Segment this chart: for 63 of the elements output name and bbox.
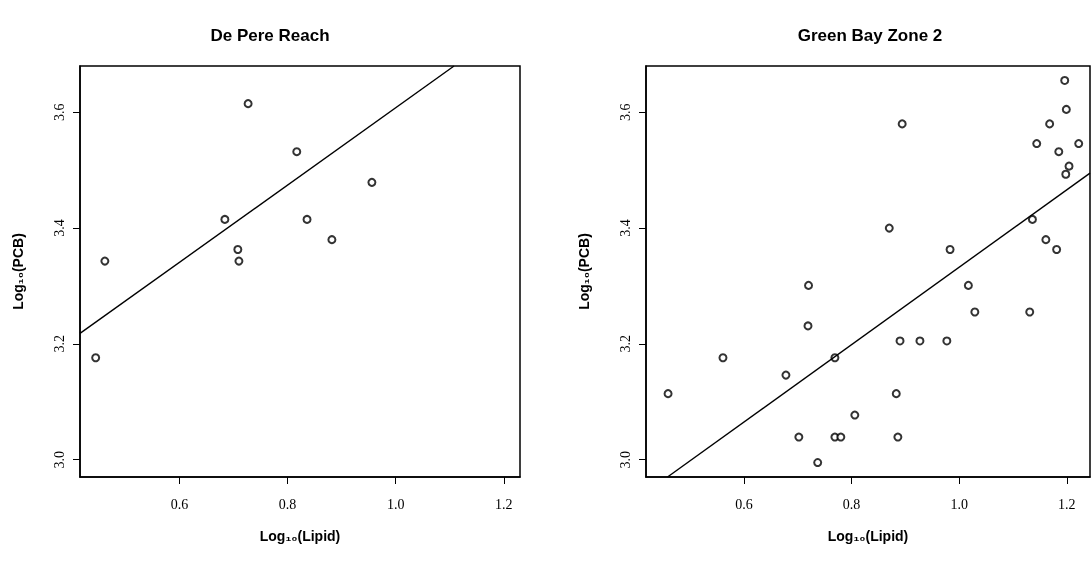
point bbox=[891, 389, 901, 399]
point bbox=[1060, 75, 1070, 85]
point bbox=[942, 336, 952, 346]
point bbox=[292, 147, 302, 157]
chart-title: De Pere Reach bbox=[210, 26, 330, 45]
y-tick-label: 3.6 bbox=[51, 103, 67, 122]
point bbox=[915, 336, 925, 346]
y-tick-label: 3.2 bbox=[617, 335, 633, 353]
y-tick-label: 3.2 bbox=[51, 335, 67, 353]
point bbox=[895, 336, 905, 346]
x-axis-title: Log₁₀(Lipid) bbox=[259, 528, 341, 544]
point bbox=[302, 214, 312, 224]
y-tick-label: 3.6 bbox=[617, 103, 633, 122]
point bbox=[1054, 147, 1064, 157]
point bbox=[804, 280, 814, 290]
y-tick-label: 3.0 bbox=[617, 450, 633, 469]
point bbox=[91, 353, 101, 363]
x-tick-label: 0.6 bbox=[735, 496, 753, 512]
point bbox=[1025, 307, 1035, 317]
point bbox=[1041, 235, 1051, 245]
point bbox=[1027, 214, 1037, 224]
point bbox=[220, 214, 230, 224]
point bbox=[893, 432, 903, 442]
point bbox=[100, 256, 110, 266]
y-axis-title: Log₁₀(PCB) bbox=[576, 233, 592, 310]
point bbox=[1061, 169, 1071, 179]
x-tick-label: 1.0 bbox=[950, 496, 968, 512]
point bbox=[663, 389, 673, 399]
point bbox=[884, 223, 894, 233]
point bbox=[243, 99, 253, 109]
point bbox=[1045, 119, 1055, 129]
point bbox=[850, 410, 860, 420]
point bbox=[234, 256, 244, 266]
point bbox=[803, 321, 813, 331]
point bbox=[327, 235, 337, 245]
point bbox=[970, 307, 980, 317]
x-tick-label: 1.2 bbox=[1058, 496, 1076, 512]
point bbox=[367, 177, 377, 187]
point bbox=[836, 432, 846, 442]
x-tick-label: 1.2 bbox=[495, 496, 513, 512]
y-tick-label: 3.0 bbox=[51, 450, 67, 469]
point bbox=[963, 280, 973, 290]
point bbox=[233, 245, 243, 254]
point bbox=[813, 458, 823, 468]
chart-title: Green Bay Zone 2 bbox=[797, 26, 943, 45]
point bbox=[794, 432, 804, 442]
y-tick-label: 3.4 bbox=[51, 219, 67, 237]
x-tick-label: 0.6 bbox=[170, 496, 189, 512]
point bbox=[1061, 104, 1071, 114]
x-tick-label: 0.8 bbox=[842, 496, 861, 512]
x-axis-title: Log₁₀(Lipid) bbox=[827, 528, 909, 544]
point bbox=[1064, 161, 1074, 171]
point bbox=[1074, 139, 1084, 149]
point bbox=[897, 119, 907, 129]
x-tick-label: 1.0 bbox=[386, 496, 405, 512]
point bbox=[1032, 139, 1042, 149]
y-tick-label: 3.4 bbox=[617, 219, 633, 237]
y-axis-title: Log₁₀(PCB) bbox=[10, 233, 26, 310]
point bbox=[1052, 245, 1062, 254]
x-tick-label: 0.8 bbox=[278, 496, 297, 512]
point bbox=[781, 370, 791, 380]
point bbox=[718, 353, 728, 363]
point bbox=[945, 245, 955, 254]
